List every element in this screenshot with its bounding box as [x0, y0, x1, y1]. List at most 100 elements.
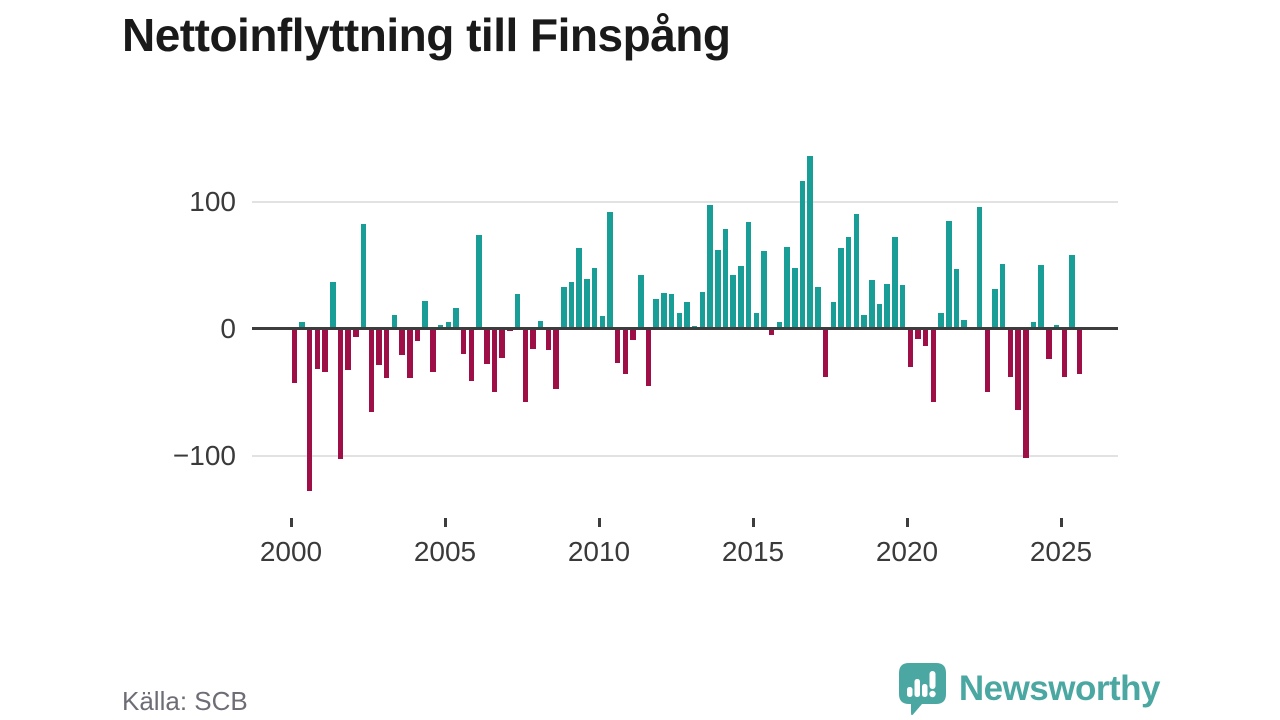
quarter-bar	[376, 328, 382, 366]
quarter-bar	[668, 294, 675, 329]
quarter-bar	[1069, 254, 1075, 329]
source-attribution: Källa: SCB	[122, 686, 248, 716]
y-axis-tick-label: 0	[220, 312, 236, 344]
quarter-bar	[930, 328, 937, 403]
x-axis-tick-label: 2025	[1029, 536, 1093, 567]
x-axis-tick-label: 2010	[567, 536, 631, 567]
quarter-bar	[530, 328, 536, 349]
x-axis-tick-mark	[1060, 518, 1063, 527]
y-axis-tick-label: 100	[189, 185, 236, 217]
quarter-bar	[1046, 328, 1052, 359]
quarter-bar	[614, 328, 621, 363]
quarter-bar	[984, 328, 991, 392]
quarter-bar	[884, 284, 890, 329]
quarter-bar	[730, 275, 736, 329]
quarter-bar	[299, 322, 305, 329]
x-axis-tick-label: 2015	[721, 536, 785, 567]
gridline-y-100	[252, 454, 1118, 457]
quarter-bar	[1007, 328, 1014, 377]
quarter-bar	[491, 328, 498, 392]
quarter-bar	[337, 328, 344, 460]
quarter-bar	[768, 328, 775, 335]
quarter-bar	[876, 304, 883, 329]
quarter-bar	[353, 328, 359, 338]
quarter-bar	[776, 322, 783, 329]
quarter-bar	[1076, 328, 1083, 375]
quarter-bar	[576, 248, 582, 329]
quarter-bar	[946, 220, 952, 329]
quarter-bar	[1053, 324, 1060, 329]
quarter-bar	[707, 205, 713, 329]
quarter-bar	[807, 155, 813, 329]
quarter-bar	[422, 300, 428, 329]
quarter-bar	[938, 313, 944, 329]
quarter-bar	[645, 328, 652, 386]
quarter-bar	[999, 263, 1006, 329]
quarter-bar	[684, 301, 690, 329]
quarter-bar	[360, 224, 367, 329]
quarter-bar	[830, 301, 837, 329]
quarter-bar	[622, 328, 629, 375]
quarter-bar	[330, 281, 336, 329]
quarter-bar	[976, 206, 983, 329]
newsworthy-logo-icon	[898, 663, 946, 716]
quarter-bar	[568, 281, 575, 329]
quarter-bar	[676, 313, 683, 329]
quarter-bar	[399, 328, 405, 356]
quarter-bar	[1030, 322, 1037, 329]
quarter-bar	[699, 291, 706, 329]
gridline-y100	[252, 200, 1118, 203]
quarter-bar	[291, 328, 298, 384]
quarter-bar	[1015, 328, 1021, 410]
x-axis-tick-label: 2000	[259, 536, 323, 567]
quarter-bar	[1061, 328, 1068, 377]
quarter-bar	[784, 247, 790, 329]
quarter-bar	[553, 328, 559, 390]
quarter-bar	[1038, 265, 1044, 329]
quarter-bar	[638, 275, 644, 329]
y-axis-tick-label: −100	[172, 439, 236, 471]
quarter-bar	[792, 267, 798, 329]
quarter-bar	[653, 299, 659, 329]
quarter-bar	[522, 328, 529, 403]
quarter-bar	[1023, 328, 1029, 459]
quarter-bar	[414, 328, 421, 342]
quarter-bar	[591, 267, 598, 329]
quarter-bar	[306, 328, 313, 492]
quarter-bar	[383, 328, 390, 379]
quarter-bar	[861, 314, 867, 329]
quarter-bar	[761, 251, 767, 329]
quarter-bar	[468, 328, 475, 381]
quarter-bar	[345, 328, 351, 371]
quarter-bar	[514, 294, 521, 329]
quarter-bar	[892, 237, 898, 329]
quarter-bar	[607, 211, 613, 329]
quarter-bar	[322, 328, 328, 372]
quarter-bar	[484, 328, 490, 365]
quarter-bar	[599, 315, 606, 329]
quarter-bar	[922, 328, 929, 347]
quarter-bar	[953, 268, 960, 329]
quarter-bar	[537, 320, 544, 329]
quarter-bar	[815, 286, 821, 329]
zero-axis-line	[252, 327, 1118, 330]
quarter-bar	[799, 181, 806, 329]
x-axis-tick-label: 2020	[875, 536, 939, 567]
x-axis-tick-mark	[598, 518, 601, 527]
quarter-bar	[907, 328, 914, 367]
chart-title: Nettoinflyttning till Finspång	[122, 9, 731, 61]
quarter-bar	[407, 328, 413, 379]
x-axis-tick-mark	[906, 518, 909, 527]
quarter-bar	[869, 280, 875, 329]
quarter-bar	[822, 328, 829, 377]
quarter-bar	[630, 328, 636, 340]
quarter-bar	[961, 319, 967, 329]
quarter-bar	[745, 221, 752, 329]
quarter-bar	[753, 313, 760, 329]
quarter-bar	[445, 322, 452, 329]
newsworthy-branding: Newsworthy	[898, 662, 1161, 716]
quarter-bar	[545, 328, 552, 351]
newsworthy-wordmark: Newsworthy	[958, 669, 1161, 708]
quarter-bar	[715, 249, 721, 329]
